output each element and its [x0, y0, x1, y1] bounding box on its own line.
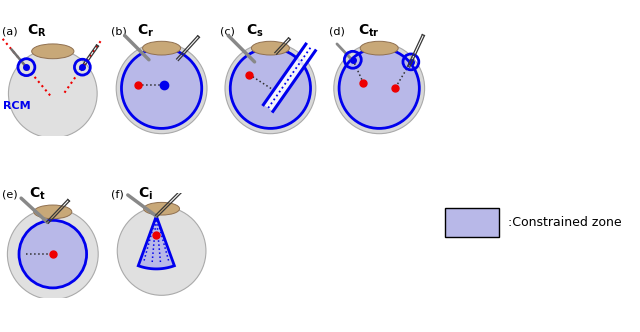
Polygon shape: [264, 44, 316, 111]
Text: (d): (d): [328, 27, 344, 37]
Text: (e): (e): [2, 189, 18, 199]
Text: (c): (c): [220, 27, 235, 37]
Circle shape: [334, 43, 424, 134]
Text: $\mathbf{C_r}$: $\mathbf{C_r}$: [137, 23, 154, 39]
Text: (a): (a): [2, 27, 18, 37]
Ellipse shape: [252, 41, 289, 55]
Polygon shape: [138, 216, 174, 269]
Ellipse shape: [143, 41, 180, 55]
Ellipse shape: [360, 41, 398, 55]
Circle shape: [8, 209, 98, 299]
Circle shape: [339, 48, 419, 128]
Text: (b): (b): [111, 27, 127, 37]
Circle shape: [225, 43, 316, 134]
Circle shape: [122, 48, 202, 128]
Text: :Constrained zone: :Constrained zone: [508, 216, 622, 229]
Circle shape: [117, 207, 206, 295]
Text: $\mathbf{C_{tr}}$: $\mathbf{C_{tr}}$: [358, 23, 380, 39]
Text: $\mathbf{C_s}$: $\mathbf{C_s}$: [246, 23, 264, 39]
Ellipse shape: [143, 203, 180, 215]
Text: $\mathbf{C_t}$: $\mathbf{C_t}$: [29, 185, 45, 202]
Circle shape: [8, 49, 97, 138]
Text: $\mathbf{C_i}$: $\mathbf{C_i}$: [138, 185, 153, 202]
Circle shape: [230, 48, 310, 128]
Circle shape: [116, 43, 207, 134]
Ellipse shape: [34, 205, 72, 219]
Circle shape: [19, 220, 86, 288]
FancyBboxPatch shape: [445, 208, 499, 237]
Text: RCM: RCM: [3, 101, 31, 112]
Text: (f): (f): [111, 189, 124, 199]
Ellipse shape: [32, 44, 74, 59]
Text: $\mathbf{C_R}$: $\mathbf{C_R}$: [27, 23, 47, 39]
